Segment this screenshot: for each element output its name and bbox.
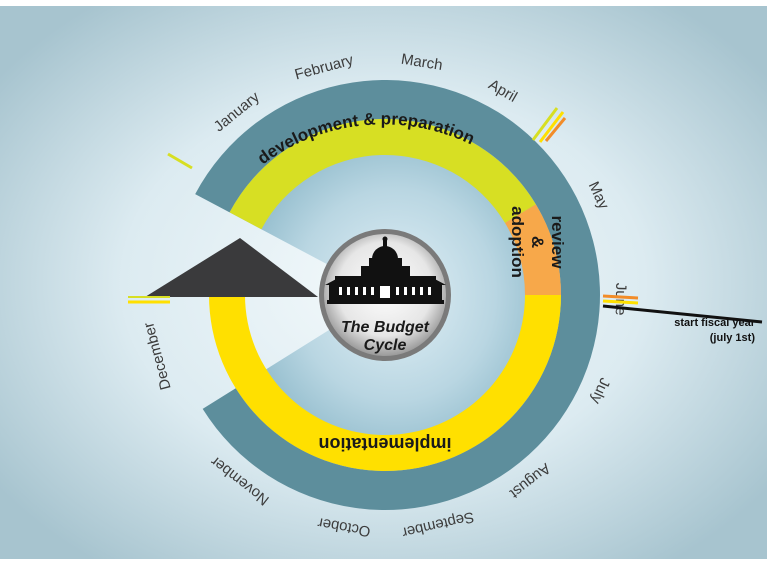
april-marker	[531, 107, 567, 143]
cycle-gap-wedge	[145, 238, 318, 297]
fiscal-year-label: start fiscal year	[674, 317, 755, 329]
fiscal-year-date: (july 1st)	[710, 332, 756, 344]
bottom-border	[0, 559, 767, 565]
december-marker	[128, 296, 170, 304]
phase-label-implementation: implementation	[318, 434, 451, 454]
svg-text:implementation: implementation	[318, 434, 451, 454]
review-line-3: adoption	[508, 206, 527, 278]
capitol-windows	[339, 286, 431, 298]
review-line-1: review	[548, 216, 567, 270]
phase-band-development	[229, 118, 536, 230]
phase-band-implementation	[209, 295, 561, 471]
month-label-march: March	[400, 51, 444, 74]
phase-label-review: review & adoption	[508, 206, 567, 278]
month-label-june: June	[612, 283, 630, 316]
july-marker	[602, 294, 763, 324]
center-hub: The Budget Cycle	[319, 229, 451, 361]
review-line-2: &	[528, 236, 547, 248]
top-border	[0, 0, 767, 6]
hub-title-line-2: Cycle	[364, 337, 407, 354]
january-marker	[167, 152, 193, 170]
phase-band-review	[505, 204, 561, 295]
hub-title-line-1: The Budget	[341, 319, 430, 336]
